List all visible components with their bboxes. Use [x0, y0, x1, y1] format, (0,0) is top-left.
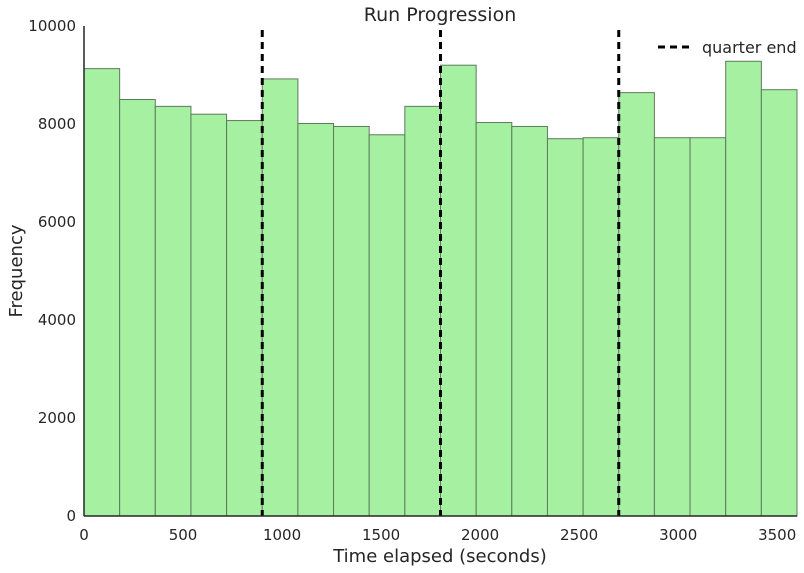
- x-tick-label: 2500: [560, 526, 598, 544]
- x-tick-label: 1000: [263, 526, 301, 544]
- histogram-bar: [333, 125, 370, 517]
- x-axis-label: Time elapsed (seconds): [332, 546, 547, 567]
- x-tick-labels: 0 500 1000 1500 2000 2500 3000 3500: [79, 526, 796, 544]
- histogram-bar: [190, 113, 228, 517]
- histogram-bar: [618, 92, 655, 517]
- y-tick-label: 4000: [38, 311, 76, 329]
- histogram-bar: [261, 78, 299, 517]
- histogram-bar: [653, 137, 691, 517]
- y-tick-label: 8000: [38, 115, 76, 133]
- y-axis-label: Frequency: [6, 224, 27, 317]
- histogram-bar: [582, 137, 620, 517]
- histogram-bar: [368, 134, 406, 517]
- legend-label: quarter end: [702, 38, 797, 57]
- x-tick-label: 0: [79, 526, 89, 544]
- x-tick-label: 500: [169, 526, 198, 544]
- histogram-bar: [404, 105, 442, 517]
- y-tick-labels: 0 2000 4000 6000 8000 10000: [28, 17, 76, 525]
- histogram-bar: [511, 125, 548, 517]
- x-tick-label: 1500: [362, 526, 400, 544]
- histogram-bar: [226, 120, 263, 517]
- y-tick-label: 2000: [38, 409, 76, 427]
- quarter-end-lines: [260, 30, 621, 516]
- x-tick-label: 3500: [758, 526, 796, 544]
- x-tick-label: 3000: [659, 526, 697, 544]
- histogram-bar: [119, 99, 156, 517]
- histogram-bar: [546, 138, 584, 517]
- histogram-bar: [154, 105, 192, 517]
- histogram-bar: [689, 137, 727, 517]
- chart-title: Run Progression: [364, 4, 517, 26]
- histogram-bar: [297, 123, 335, 517]
- legend: quarter end: [658, 38, 797, 57]
- y-tick-label: 0: [66, 507, 76, 525]
- bars-group: [83, 60, 798, 517]
- y-tick-label: 6000: [38, 213, 76, 231]
- histogram-bar: [725, 60, 762, 517]
- histogram-bar: [475, 122, 513, 517]
- histogram-bar: [440, 64, 477, 517]
- histogram-bar: [83, 68, 121, 517]
- histogram-bar: [760, 89, 798, 517]
- x-tick-label: 2000: [461, 526, 499, 544]
- y-tick-label: 10000: [28, 17, 76, 35]
